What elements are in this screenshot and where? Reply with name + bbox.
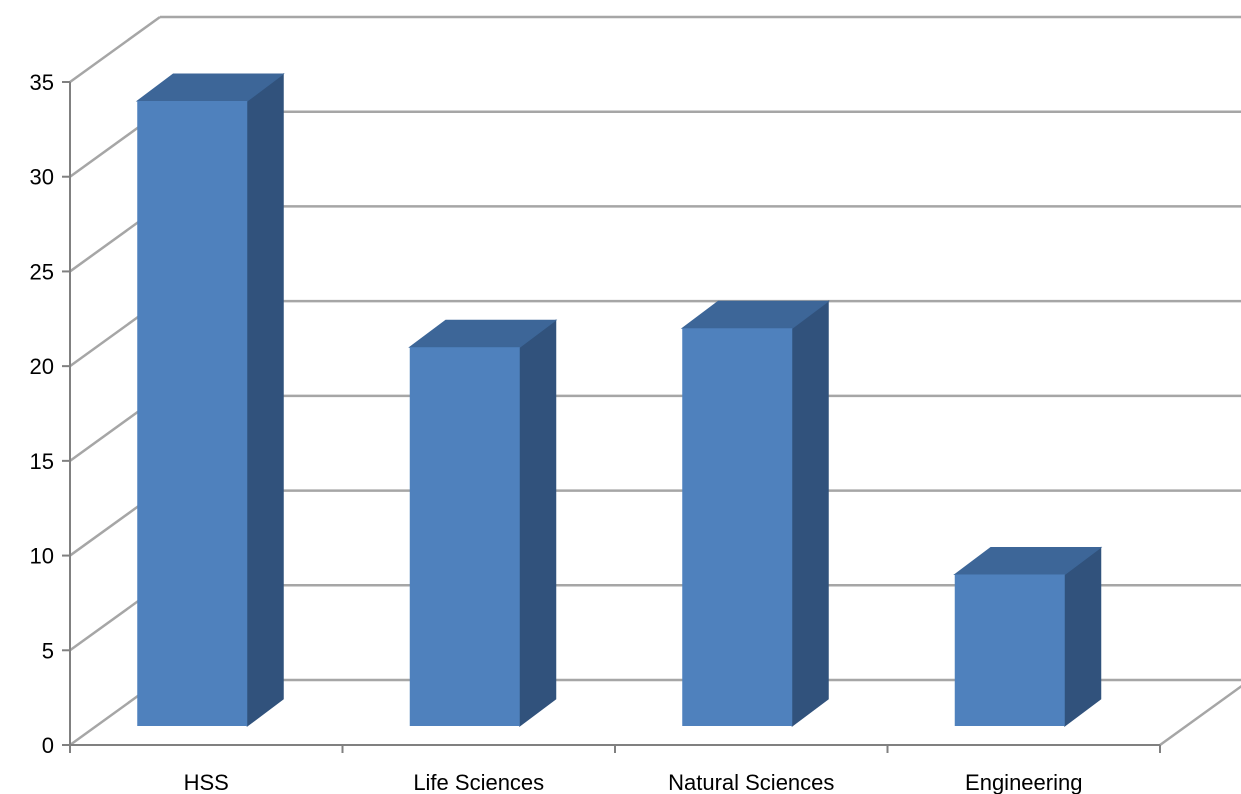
x-tick-label-3: Engineering [965,770,1082,794]
bar-front-1 [409,347,520,726]
x-tick-label-2: Natural Sciences [668,770,834,794]
y-tick-label-0: 0 [42,733,54,758]
bar-front-0 [137,101,248,726]
bar-2 [680,300,830,727]
bar-3 [953,546,1103,727]
bar-side-0 [246,73,284,727]
y-tick-label-30: 30 [30,165,54,190]
bar-side-1 [519,319,557,727]
y-tick-label-20: 20 [30,354,54,379]
y-tick-label-10: 10 [30,544,54,569]
bars [135,73,1103,727]
y-tick-label-35: 35 [30,70,54,95]
bar-side-3 [1064,546,1102,727]
x-tick-label-0: HSS [184,770,229,794]
bar-0 [135,73,285,727]
bar-front-2 [682,328,793,726]
bar-front-3 [954,574,1065,726]
x-tick-label-1: Life Sciences [413,770,544,794]
y-tick-label-15: 15 [30,449,54,474]
floor-right-edge [1159,684,1241,747]
gridline-wall-35 [69,15,161,84]
tick-labels: 0 5 10 15 20 25 30 35 HSS Life Sciences Natural Sc… [30,70,1083,794]
bar-side-2 [791,300,829,727]
axes [62,81,1161,753]
bar-1 [408,319,558,727]
y-tick-label-25: 25 [30,259,54,284]
y-tick-label-5: 5 [42,638,54,663]
